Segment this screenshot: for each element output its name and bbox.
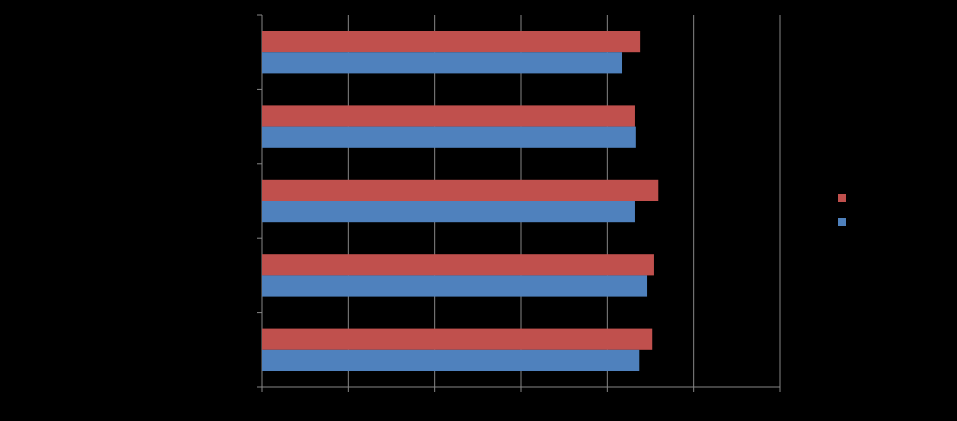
bar: [262, 275, 648, 297]
bar: [262, 126, 636, 148]
bar: [262, 30, 641, 53]
bar: [262, 201, 635, 223]
bar: [262, 105, 635, 127]
legend-swatch: [838, 194, 846, 202]
bar: [262, 52, 623, 74]
bar: [262, 254, 654, 276]
bar: [262, 328, 653, 350]
legend-swatch: [838, 218, 846, 226]
bar: [262, 349, 640, 372]
bar: [262, 179, 659, 201]
